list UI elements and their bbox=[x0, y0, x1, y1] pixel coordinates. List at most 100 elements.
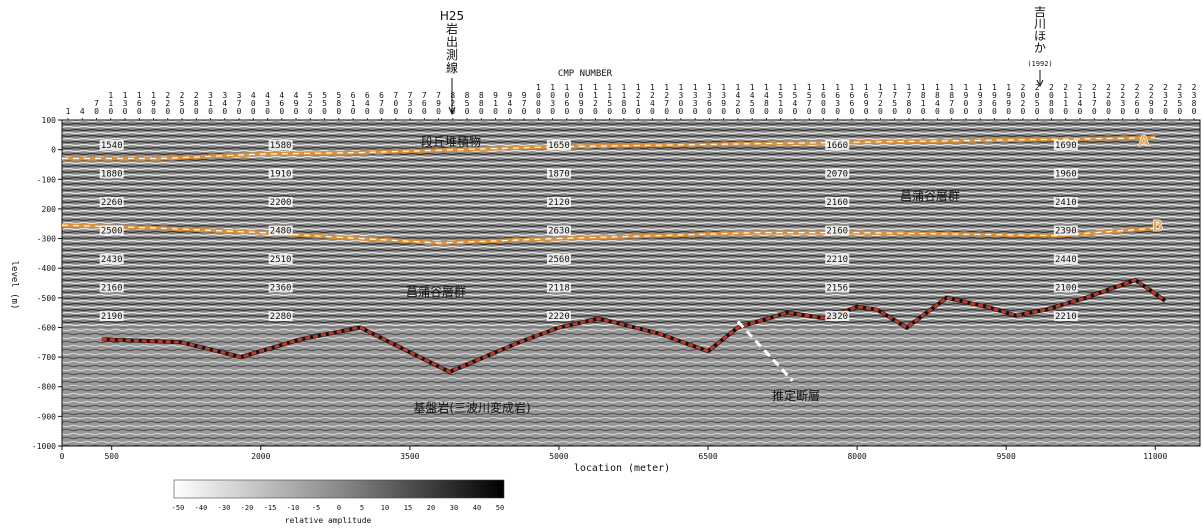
svg-text:1: 1 bbox=[493, 99, 498, 108]
svg-text:0: 0 bbox=[1163, 107, 1168, 116]
svg-text:2: 2 bbox=[1049, 83, 1054, 92]
velocity-label-bg bbox=[546, 225, 571, 236]
svg-text:5: 5 bbox=[778, 91, 783, 100]
cmp-number: 2260 bbox=[1135, 83, 1140, 120]
velocity-label: 2100 bbox=[1055, 284, 1077, 294]
svg-text:0: 0 bbox=[1177, 107, 1182, 116]
svg-text:2: 2 bbox=[1092, 83, 1097, 92]
svg-text:0: 0 bbox=[1049, 107, 1054, 116]
svg-text:1: 1 bbox=[750, 83, 755, 92]
svg-text:0: 0 bbox=[778, 107, 783, 116]
plot-frame bbox=[61, 119, 1201, 447]
svg-text:6: 6 bbox=[137, 99, 142, 108]
velocity-label: 2390 bbox=[1055, 227, 1077, 237]
cmp-number: 970 bbox=[522, 91, 527, 120]
svg-text:2: 2 bbox=[735, 99, 740, 108]
svg-text:1: 1 bbox=[621, 91, 626, 100]
svg-text:2: 2 bbox=[1192, 83, 1197, 92]
svg-text:8: 8 bbox=[479, 91, 484, 100]
y-tick-label: -300 bbox=[37, 235, 56, 244]
velocity-label-bg bbox=[546, 140, 571, 150]
svg-text:0: 0 bbox=[1063, 107, 1068, 116]
svg-text:3: 3 bbox=[408, 99, 413, 108]
velocity-label: 2210 bbox=[826, 255, 848, 265]
x-tick-label: 11000 bbox=[1143, 452, 1167, 461]
velocity-label: 2118 bbox=[548, 284, 570, 294]
yoshikawa-arrow-head bbox=[1036, 79, 1044, 88]
velocity-label: 1690 bbox=[1055, 141, 1077, 151]
svg-text:0: 0 bbox=[636, 107, 641, 116]
colorbar-tick-label: 50 bbox=[496, 504, 504, 512]
svg-text:9: 9 bbox=[522, 91, 527, 100]
velocity-label-bg bbox=[268, 140, 293, 150]
svg-text:1: 1 bbox=[735, 83, 740, 92]
velocity-label-bg bbox=[268, 282, 293, 293]
svg-text:1: 1 bbox=[778, 99, 783, 108]
svg-text:0: 0 bbox=[550, 107, 555, 116]
svg-text:0: 0 bbox=[892, 107, 897, 116]
velocity-label-bg bbox=[268, 197, 293, 207]
svg-text:9: 9 bbox=[294, 99, 299, 108]
svg-text:0: 0 bbox=[1049, 91, 1054, 100]
svg-text:3: 3 bbox=[550, 99, 555, 108]
y-tick-label: -600 bbox=[37, 323, 56, 332]
svg-text:1: 1 bbox=[564, 83, 569, 92]
colorbar-label: relative amplitude bbox=[285, 516, 372, 525]
svg-text:1: 1 bbox=[123, 91, 128, 100]
svg-text:7: 7 bbox=[949, 99, 954, 108]
cmp-number: 550 bbox=[322, 91, 327, 120]
velocity-label: 2480 bbox=[270, 227, 292, 237]
svg-text:2: 2 bbox=[664, 91, 669, 100]
svg-text:1: 1 bbox=[807, 83, 812, 92]
svg-text:8: 8 bbox=[621, 99, 626, 108]
svg-text:2: 2 bbox=[1078, 83, 1083, 92]
shobudani-upper-label: 菖蒲谷層群 bbox=[900, 189, 960, 203]
cmp-number: 610 bbox=[351, 91, 356, 120]
colorbar-tick-label: -20 bbox=[241, 504, 254, 512]
svg-text:0: 0 bbox=[1006, 107, 1011, 116]
svg-text:0: 0 bbox=[593, 107, 598, 116]
svg-text:0: 0 bbox=[365, 107, 370, 116]
cmp-number: 160 bbox=[137, 91, 142, 120]
svg-text:1: 1 bbox=[607, 91, 612, 100]
y-tick-label: 100 bbox=[42, 116, 57, 125]
svg-text:0: 0 bbox=[992, 107, 997, 116]
svg-text:2: 2 bbox=[180, 91, 185, 100]
svg-text:0: 0 bbox=[579, 91, 584, 100]
y-axis: 100 0 -100 200 -300 -400 -500 -600 -700 -800 -900 -… bbox=[32, 116, 62, 451]
svg-text:2: 2 bbox=[650, 91, 655, 100]
svg-text:7: 7 bbox=[379, 99, 384, 108]
fault-label: 推定断層 bbox=[772, 388, 820, 403]
velocity-label-bg bbox=[546, 282, 571, 293]
svg-text:0: 0 bbox=[949, 107, 954, 116]
svg-text:0: 0 bbox=[564, 107, 569, 116]
svg-text:2: 2 bbox=[593, 99, 598, 108]
velocity-label: 2160 bbox=[826, 227, 848, 237]
svg-text:1: 1 bbox=[550, 83, 555, 92]
svg-text:1: 1 bbox=[66, 107, 71, 116]
svg-text:4: 4 bbox=[792, 99, 797, 108]
cmp-number: 730 bbox=[408, 91, 413, 120]
velocity-label-bg bbox=[546, 311, 571, 321]
svg-text:8: 8 bbox=[450, 91, 455, 100]
svg-text:2: 2 bbox=[636, 91, 641, 100]
svg-text:5: 5 bbox=[892, 99, 897, 108]
velocity-label-bg bbox=[99, 197, 124, 207]
svg-text:3: 3 bbox=[1192, 91, 1197, 100]
svg-text:7: 7 bbox=[892, 91, 897, 100]
svg-text:2: 2 bbox=[1120, 91, 1125, 100]
svg-text:2: 2 bbox=[1120, 83, 1125, 92]
cmp-number: 1690 bbox=[864, 83, 869, 120]
velocity-label: 2500 bbox=[101, 227, 123, 237]
svg-text:9: 9 bbox=[507, 91, 512, 100]
svg-text:5: 5 bbox=[308, 91, 313, 100]
cmp-number: 130 bbox=[123, 91, 128, 120]
x-tick-label: 3500 bbox=[400, 452, 419, 461]
svg-text:1: 1 bbox=[821, 83, 826, 92]
